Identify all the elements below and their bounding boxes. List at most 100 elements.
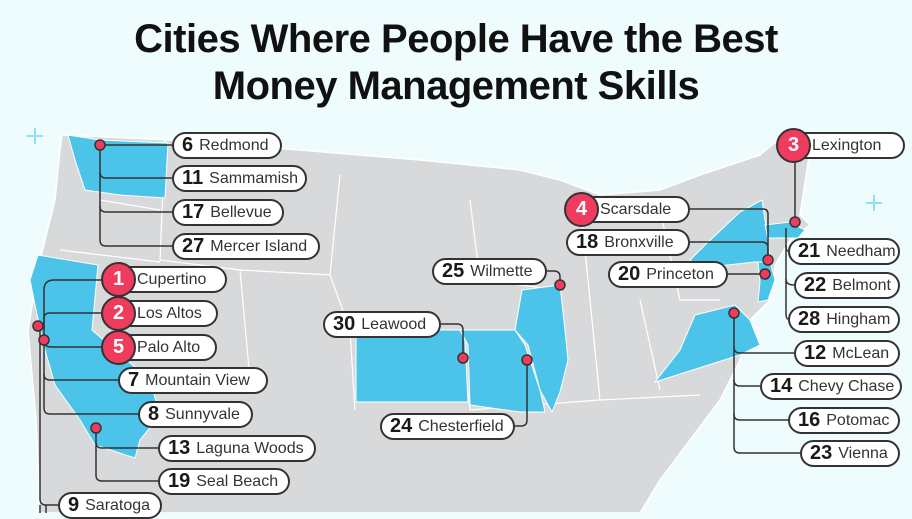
rank-badge: 24: [390, 415, 413, 437]
city-name: Princeton: [646, 265, 714, 283]
page-title: Cities Where People Have the Best Money …: [0, 16, 912, 110]
rank-badge: 4: [564, 192, 599, 227]
city-label-scarsdale: 4 Scarsdale: [564, 192, 690, 227]
rank-badge: 30: [333, 313, 356, 335]
rank-badge: 28: [798, 308, 821, 330]
city-label-leawood: 30 Leawood: [323, 311, 441, 338]
city-name: Mountain View: [145, 371, 250, 389]
city-name: Wilmette: [470, 262, 533, 280]
city-label-vienna: 23 Vienna: [800, 440, 900, 467]
connector-line: [547, 270, 561, 285]
city-name: Lexington: [812, 136, 882, 154]
city-marker-pin-icon: [32, 320, 44, 332]
connector-line: [43, 279, 105, 340]
city-marker-pin-icon: [38, 334, 50, 346]
city-label-princeton: 20 Princeton: [608, 261, 728, 288]
connector-line: [441, 323, 464, 358]
city-label-lexington: 3 Lexington: [776, 128, 905, 163]
city-marker-pin-icon: [90, 422, 102, 434]
title-line-1: Cities Where People Have the Best: [134, 17, 778, 61]
plus-decoration-icon: [27, 128, 43, 144]
rank-badge: 25: [442, 260, 465, 282]
city-name: Laguna Woods: [196, 439, 304, 457]
rank-badge: 9: [68, 494, 80, 516]
rank-badge: 3: [776, 128, 811, 163]
rank-badge: 12: [804, 342, 827, 364]
city-marker-pin-icon: [94, 139, 106, 151]
city-label-mclean: 12 McLean: [794, 340, 900, 367]
rank-badge: 17: [182, 201, 205, 223]
connector-lines: [39, 144, 800, 513]
rank-badge: 6: [182, 134, 194, 156]
city-name: Sammamish: [209, 169, 299, 187]
city-name: Scarsdale: [600, 200, 672, 218]
rank-badge: 18: [576, 231, 599, 253]
city-name: Bellevue: [210, 203, 272, 221]
city-name: Los Altos: [137, 304, 202, 322]
city-label-potomac: 16 Potomac: [788, 407, 900, 434]
connector-line: [690, 208, 769, 260]
city-name: Seal Beach: [196, 472, 279, 490]
city-marker-pin-icon: [759, 268, 771, 280]
connector-line: [785, 279, 789, 320]
rank-badge: 8: [148, 403, 160, 425]
city-label-hingham: 28 Hingham: [788, 306, 900, 333]
city-name: Redmond: [199, 136, 269, 154]
rank-badge: 19: [168, 470, 191, 492]
city-name: Needham: [826, 242, 896, 260]
city-label-needham: 21 Needham: [788, 238, 900, 265]
state-illinois: [514, 284, 569, 414]
connector-line: [99, 206, 172, 247]
title-line-2: Money Management Skills: [212, 64, 700, 108]
rank-badge: 21: [798, 240, 821, 262]
plus-decoration-icon: [866, 195, 882, 211]
rank-badge: 27: [182, 235, 205, 257]
rank-badge: 1: [101, 262, 136, 297]
city-marker-pin-icon: [762, 254, 774, 266]
city-label-sammamish: 11 Sammamish: [172, 165, 307, 192]
city-name: Bronxville: [604, 233, 674, 251]
rank-badge: 23: [810, 442, 833, 464]
city-label-mercer-island: 27 Mercer Island: [172, 233, 320, 260]
city-markers: [32, 139, 801, 434]
city-marker-pin-icon: [457, 352, 469, 364]
connector-line: [43, 374, 138, 415]
city-label-redmond: 6 Redmond: [172, 132, 282, 159]
city-marker-pin-icon: [554, 279, 566, 291]
rank-badge: 16: [798, 409, 821, 431]
state-california: [29, 254, 161, 459]
connector-line: [733, 414, 800, 454]
connector-line: [43, 312, 105, 330]
city-name: Potomac: [826, 411, 890, 429]
city-name: McLean: [832, 344, 890, 362]
state-missouri: [459, 329, 546, 413]
rank-badge: 2: [101, 296, 136, 331]
connector-line: [515, 360, 528, 427]
city-name: Hingham: [826, 310, 891, 328]
city-marker-pin-icon: [789, 216, 801, 228]
city-name: Saratoga: [85, 496, 151, 514]
connector-line: [95, 442, 158, 482]
rank-badge: 22: [804, 274, 827, 296]
city-label-palo-alto: 5 Palo Alto: [101, 330, 217, 365]
city-label-bellevue: 17 Bellevue: [172, 199, 284, 226]
city-name: Palo Alto: [137, 338, 201, 356]
city-label-sunnyvale: 8 Sunnyvale: [138, 401, 253, 428]
city-label-seal-beach: 19 Seal Beach: [158, 468, 290, 495]
connector-line: [690, 241, 769, 262]
rank-badge: 14: [770, 375, 793, 397]
city-label-belmont: 22 Belmont: [794, 272, 900, 299]
rank-badge: 13: [168, 437, 191, 459]
city-label-mountain-view: 7 Mountain View: [118, 367, 268, 394]
rank-badge: 5: [101, 330, 136, 365]
city-name: Vienna: [838, 444, 888, 462]
rank-badge: 20: [618, 263, 641, 285]
city-label-los-altos: 2 Los Altos: [101, 296, 218, 331]
state-kansas: [355, 329, 469, 403]
city-name: Belmont: [832, 276, 891, 294]
rank-badge: 7: [128, 369, 140, 391]
city-label-bronxville: 18 Bronxville: [566, 229, 690, 256]
city-marker-pin-icon: [728, 307, 740, 319]
city-marker-pin-icon: [521, 354, 533, 366]
city-label-wilmette: 25 Wilmette: [432, 258, 547, 285]
